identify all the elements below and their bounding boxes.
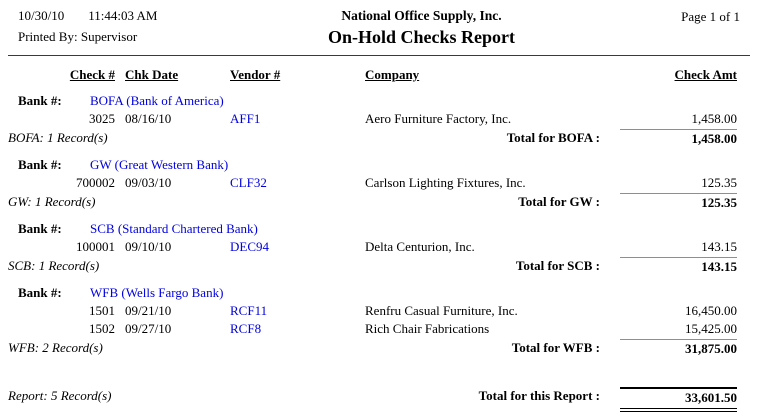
bank-total-amount: 1,458.00 [620, 129, 737, 148]
page-header: 10/30/10 11:44:03 AM Printed By: Supervis… [0, 0, 758, 48]
table-row: 700002 09/03/10 CLF32 Carlson Lighting F… [8, 174, 737, 192]
bank-total-amount: 143.15 [620, 257, 737, 276]
bank-name-link[interactable]: GW (Great Western Bank) [90, 157, 229, 172]
bank-total-label: Total for BOFA : [506, 130, 600, 145]
bank-section-gw: Bank #: GW (Great Western Bank) 700002 09… [0, 156, 758, 212]
report-record-count: Report: 5 Record(s) [8, 388, 112, 403]
printed-by: Printed By: Supervisor [18, 29, 138, 44]
bank-number-label: Bank #: [18, 157, 62, 172]
print-time: 11:44:03 AM [88, 8, 158, 23]
col-company: Company [365, 67, 420, 82]
vendor-link[interactable]: DEC94 [230, 239, 269, 254]
bank-number-label: Bank #: [18, 93, 62, 108]
bank-number-label: Bank #: [18, 221, 62, 236]
report-total-row: Report: 5 Record(s) Total for this Repor… [8, 387, 737, 412]
bank-total-label: Total for SCB : [515, 258, 600, 273]
check-number: 700002 [76, 175, 115, 190]
check-date: 09/27/10 [125, 321, 172, 336]
bank-name-link[interactable]: SCB (Standard Chartered Bank) [90, 221, 258, 236]
bank-total-amount: 31,875.00 [620, 339, 737, 358]
bank-record-count: BOFA: 1 Record(s) [8, 130, 108, 145]
table-row: 1502 09/27/10 RCF8 Rich Chair Fabricatio… [8, 320, 737, 338]
company-cell: Aero Furniture Factory, Inc. [365, 111, 512, 126]
vendor-link[interactable]: AFF1 [230, 111, 261, 126]
bank-total-row: GW: 1 Record(s) Total for GW : 125.35 [8, 193, 737, 212]
bank-header: Bank #: BOFA (Bank of America) [0, 92, 758, 110]
bank-total-label: Total for WFB : [511, 340, 600, 355]
report-total-amount: 33,601.50 [620, 387, 737, 412]
check-amount: 15,425.00 [685, 321, 737, 336]
company-cell: Carlson Lighting Fixtures, Inc. [365, 175, 526, 190]
company-cell: Rich Chair Fabrications [365, 321, 490, 336]
bank-number-label: Bank #: [18, 285, 62, 300]
vendor-link[interactable]: RCF8 [230, 321, 262, 336]
header-center: National Office Supply, Inc. On-Hold Che… [233, 8, 610, 48]
table-row: 1501 09/21/10 RCF11 Renfru Casual Furnit… [8, 302, 737, 320]
bank-total-amount: 125.35 [620, 193, 737, 212]
vendor-link[interactable]: RCF11 [230, 303, 268, 318]
header-left: 10/30/10 11:44:03 AM Printed By: Supervis… [18, 8, 233, 45]
report-title: On-Hold Checks Report [327, 27, 515, 47]
company-name: National Office Supply, Inc. [341, 8, 502, 23]
check-amount: 125.35 [701, 175, 737, 190]
check-date: 09/10/10 [125, 239, 172, 254]
bank-total-row: BOFA: 1 Record(s) Total for BOFA : 1,458… [8, 129, 737, 148]
check-amount: 16,450.00 [685, 303, 737, 318]
bank-total-label: Total for GW : [518, 194, 600, 209]
bank-header: Bank #: GW (Great Western Bank) [0, 156, 758, 174]
bank-section-bofa: Bank #: BOFA (Bank of America) 3025 08/16… [0, 92, 758, 148]
bank-record-count: WFB: 2 Record(s) [8, 340, 103, 355]
bank-total-row: SCB: 1 Record(s) Total for SCB : 143.15 [8, 257, 737, 276]
col-check-num: Check # [69, 67, 115, 82]
bank-name-link[interactable]: WFB (Wells Fargo Bank) [90, 285, 224, 300]
bank-section-scb: Bank #: SCB (Standard Chartered Bank) 100… [0, 220, 758, 276]
bank-record-count: GW: 1 Record(s) [8, 194, 96, 209]
check-amount: 1,458.00 [691, 111, 738, 126]
check-number: 1501 [89, 303, 115, 318]
print-datetime: 10/30/10 11:44:03 AM [18, 8, 233, 24]
bank-section-wfb: Bank #: WFB (Wells Fargo Bank) 1501 09/21… [0, 284, 758, 358]
col-chk-date: Chk Date [125, 67, 179, 82]
check-number: 100001 [76, 239, 115, 254]
vendor-link[interactable]: CLF32 [230, 175, 267, 190]
check-number: 1502 [89, 321, 115, 336]
print-date: 10/30/10 [18, 8, 65, 23]
bank-name-link[interactable]: BOFA (Bank of America) [90, 93, 224, 108]
bank-record-count: SCB: 1 Record(s) [8, 258, 100, 273]
bank-header: Bank #: WFB (Wells Fargo Bank) [0, 284, 758, 302]
table-row: 3025 08/16/10 AFF1 Aero Furniture Factor… [8, 110, 737, 128]
bank-header: Bank #: SCB (Standard Chartered Bank) [0, 220, 758, 238]
check-date: 09/21/10 [125, 303, 172, 318]
page-number: Page 1 of 1 [681, 9, 740, 24]
column-header-row: Check # Chk Date Vendor # Company Check … [8, 66, 737, 84]
company-cell: Delta Centurion, Inc. [365, 239, 475, 254]
bank-total-row: WFB: 2 Record(s) Total for WFB : 31,875.… [8, 339, 737, 358]
report-total-label: Total for this Report : [478, 388, 600, 403]
check-date: 09/03/10 [125, 175, 172, 190]
table-row: 100001 09/10/10 DEC94 Delta Centurion, I… [8, 238, 737, 256]
col-check-amt: Check Amt [674, 67, 737, 82]
header-divider [8, 55, 750, 56]
check-date: 08/16/10 [125, 111, 172, 126]
col-vendor: Vendor # [230, 67, 281, 82]
check-amount: 143.15 [701, 239, 737, 254]
company-cell: Renfru Casual Furniture, Inc. [365, 303, 518, 318]
check-number: 3025 [89, 111, 115, 126]
